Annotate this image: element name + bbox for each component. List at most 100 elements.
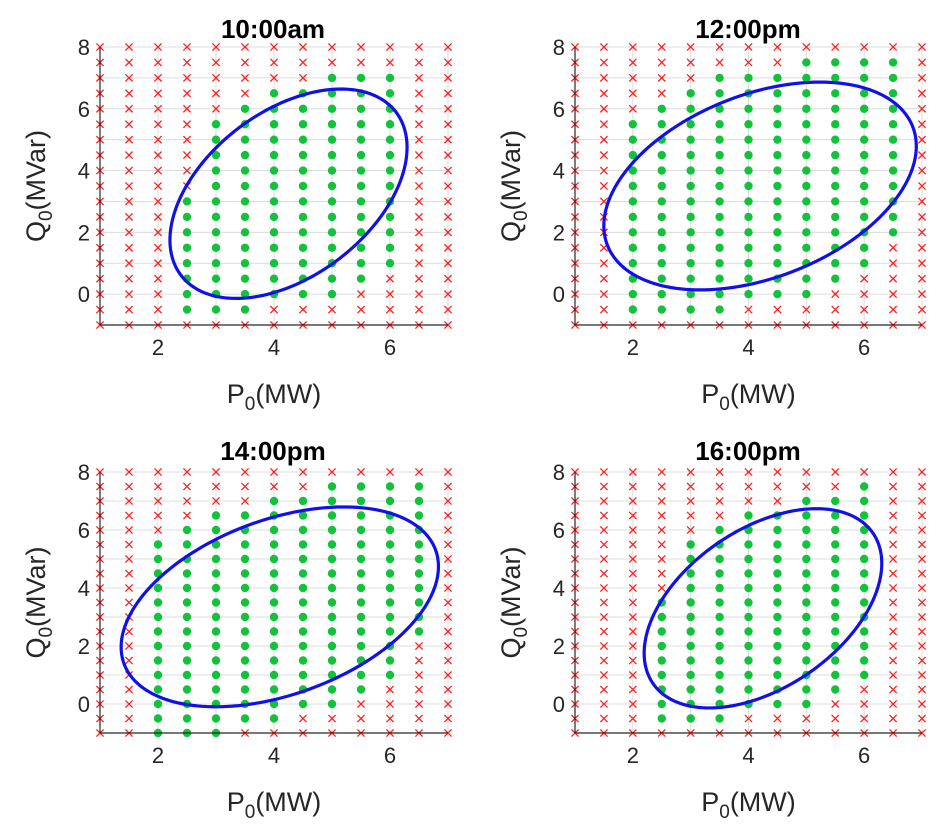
feasible-point — [298, 289, 308, 299]
feasible-point — [356, 243, 366, 252]
infeasible-point — [917, 554, 927, 564]
infeasible-point — [153, 482, 163, 491]
feasible-point — [298, 540, 308, 549]
infeasible-point — [443, 699, 453, 709]
feasible-point — [859, 482, 869, 491]
feasible-point — [802, 583, 811, 593]
feasible-point — [298, 104, 308, 113]
feasible-point — [773, 243, 782, 252]
infeasible-point — [917, 511, 927, 520]
infeasible-point — [385, 699, 395, 709]
feasible-point — [211, 569, 221, 578]
infeasible-point — [599, 699, 608, 709]
feasible-point — [657, 259, 666, 268]
feasible-point — [773, 197, 782, 206]
infeasible-point — [153, 166, 163, 175]
infeasible-point — [124, 583, 134, 593]
infeasible-point — [628, 641, 637, 651]
feasible-point — [802, 540, 811, 549]
infeasible-point — [298, 467, 308, 477]
infeasible-point — [628, 42, 637, 52]
infeasible-point — [153, 243, 163, 252]
feasible-point — [298, 181, 308, 191]
infeasible-point — [628, 89, 637, 98]
feasible-point — [802, 243, 811, 252]
feasible-point — [385, 525, 395, 535]
feasible-point — [269, 166, 279, 175]
infeasible-point — [917, 569, 927, 578]
feasible-point — [773, 259, 782, 268]
feasible-point — [744, 656, 753, 665]
infeasible-point — [599, 58, 608, 67]
infeasible-point — [443, 670, 453, 680]
y-tick-label: 6 — [78, 518, 90, 543]
feasible-point — [715, 73, 724, 83]
infeasible-point — [443, 212, 453, 221]
boundary-ellipse — [168, 87, 409, 301]
feasible-point — [888, 166, 898, 175]
feasible-point — [859, 511, 869, 520]
feasible-point — [686, 583, 695, 593]
infeasible-point — [599, 714, 608, 723]
infeasible-point — [628, 583, 637, 593]
feasible-point — [211, 627, 221, 636]
feasible-point — [773, 569, 782, 578]
infeasible-point — [889, 656, 898, 665]
feasible-point — [715, 243, 724, 252]
feasible-point — [715, 641, 724, 651]
feasible-point — [211, 583, 221, 593]
feasible-point — [298, 598, 308, 607]
infeasible-point — [298, 305, 308, 314]
infeasible-point — [414, 89, 424, 98]
feasible-point — [240, 274, 250, 283]
infeasible-point — [124, 212, 134, 221]
feasible-point — [831, 104, 840, 113]
boundary-ellipse — [642, 507, 884, 710]
feasible-point — [715, 305, 724, 314]
feasible-point — [385, 656, 395, 665]
feasible-point — [773, 525, 782, 535]
feasible-point — [327, 525, 337, 535]
infeasible-point — [917, 467, 927, 477]
infeasible-point — [889, 685, 898, 694]
feasible-point — [686, 612, 695, 622]
infeasible-point — [917, 482, 927, 491]
infeasible-point — [917, 714, 927, 723]
feasible-point — [686, 89, 695, 98]
feasible-point — [859, 598, 869, 607]
infeasible-point — [443, 714, 453, 723]
feasible-point — [356, 598, 366, 607]
feasible-point — [859, 181, 869, 191]
infeasible-point — [298, 73, 308, 82]
infeasible-point — [443, 135, 453, 144]
feasible-point — [802, 554, 811, 564]
feasible-point — [859, 89, 869, 98]
feasible-point — [182, 228, 192, 237]
infeasible-point — [385, 42, 395, 52]
infeasible-point — [917, 73, 927, 82]
feasible-point — [269, 212, 279, 222]
infeasible-point — [153, 212, 163, 221]
y-tick-label: 4 — [78, 159, 90, 184]
feasible-point — [802, 212, 811, 222]
infeasible-point — [356, 714, 366, 723]
feasible-point — [802, 73, 811, 83]
feasible-point — [414, 627, 424, 636]
feasible-point — [298, 243, 308, 252]
feasible-point — [773, 150, 782, 160]
infeasible-point — [628, 699, 637, 709]
feasible-point — [240, 166, 250, 175]
infeasible-point — [860, 714, 869, 723]
feasible-point — [269, 540, 279, 549]
infeasible-point — [802, 482, 811, 491]
feasible-point — [298, 656, 308, 665]
infeasible-point — [443, 89, 453, 98]
feasible-point — [153, 641, 163, 651]
infeasible-point — [657, 496, 666, 506]
feasible-point — [298, 583, 308, 593]
feasible-point — [715, 670, 724, 680]
feasible-point — [859, 641, 869, 651]
feasible-point — [211, 714, 221, 723]
infeasible-point — [599, 641, 608, 651]
